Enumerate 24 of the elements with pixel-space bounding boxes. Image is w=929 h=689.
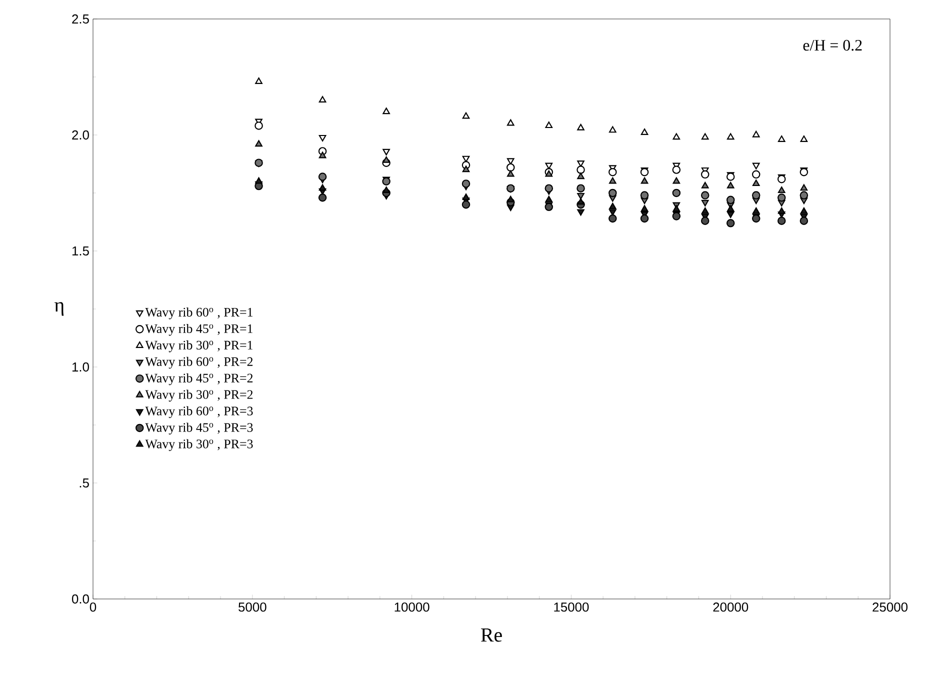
annotation: e/H = 0.2 [803,40,862,51]
y-tick-label: 0.0 [72,594,89,604]
legend-label: Wavy rib 30$^{o}$ , PR=3 [145,439,253,451]
x-tick-label: 10000 [394,602,430,612]
legend-label: Wavy rib 45$^{o}$ , PR=2 [145,373,253,386]
legend-label: Wavy rib 30$^{o}$ , PR=2 [145,390,253,402]
x-tick-label: 25000 [872,602,908,612]
x-tick-label: 5000 [238,602,266,612]
y-tick-label: 1.5 [72,246,89,256]
y-tick-label: 2.5 [72,14,89,24]
y-tick-label: 1.0 [72,362,89,372]
x-tick-label: 15000 [554,602,589,612]
legend-label: Wavy rib 60$^{o}$ , PR=3 [145,406,253,418]
legend-label: Wavy rib 60$^{o}$ , PR=2 [145,356,253,369]
x-tick-label: 0 [90,602,96,612]
y-tick-label: 2.0 [72,130,89,140]
x-axis-title: Re [481,628,502,642]
legend-label: Wavy rib 30$^{o}$ , PR=1 [145,340,252,352]
legend-label: Wavy rib 45$^{o}$ , PR=3 [145,422,253,435]
x-tick-label: 20000 [713,602,748,612]
y-tick-label: .5 [80,478,89,488]
y-axis-title: η [54,302,64,316]
legend-label: Wavy rib 60$^{o}$ , PR=1 [145,307,252,320]
legend-label: Wavy rib 45$^{o}$ , PR=1 [145,324,252,336]
